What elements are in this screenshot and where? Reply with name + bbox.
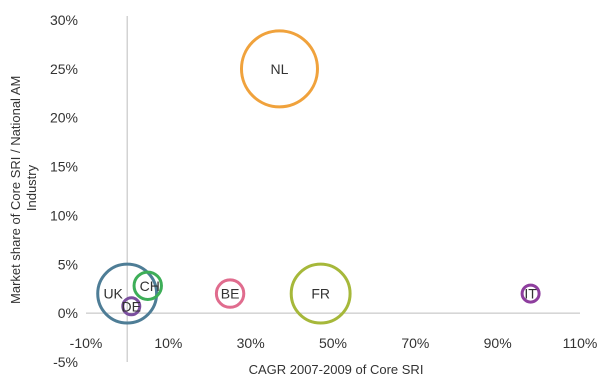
bubble-label-uk: UK xyxy=(103,286,123,302)
axes xyxy=(86,16,580,362)
bubble-it xyxy=(520,283,541,304)
bubble-de xyxy=(121,296,142,317)
bubble-ch xyxy=(132,270,163,301)
x-tick-labels: -10% 10% 30% 50% 70% 90% 110% xyxy=(70,335,598,351)
y-tick-label: -5% xyxy=(53,354,78,370)
y-tick-label: 5% xyxy=(58,256,78,272)
bubble-label-nl: NL xyxy=(271,61,289,77)
x-tick-label: 30% xyxy=(237,335,265,351)
bubble-label-it: IT xyxy=(524,286,537,302)
x-tick-label: -10% xyxy=(70,335,103,351)
bubble-label-de: DE xyxy=(122,298,141,314)
x-tick-label: 90% xyxy=(484,335,512,351)
y-axis-title-line-2: Industry xyxy=(24,164,39,211)
x-tick-label: 110% xyxy=(563,335,598,351)
y-tick-label: 25% xyxy=(50,61,78,77)
y-tick-label: 10% xyxy=(50,207,78,223)
x-tick-label: 70% xyxy=(401,335,429,351)
y-tick-label: 0% xyxy=(58,305,78,321)
bubble-nl xyxy=(239,29,319,109)
bubble-label-be: BE xyxy=(221,286,240,302)
bubble-uk xyxy=(96,262,159,325)
y-tick-label: 30% xyxy=(50,12,78,28)
bubble-be xyxy=(214,278,246,309)
x-axis-title: CAGR 2007-2009 of Core SRI xyxy=(249,362,424,377)
x-tick-label: 50% xyxy=(319,335,347,351)
bubble-label-fr: FR xyxy=(311,286,330,302)
bubble-label-ch: CH xyxy=(140,278,160,294)
y-tick-label: 20% xyxy=(50,110,78,126)
bubble-fr xyxy=(289,262,352,325)
y-tick-labels: -5% 0% 5% 10% 15% 20% 25% 30% xyxy=(50,12,78,370)
y-axis-title: Market share of Core SRI / National AM I… xyxy=(8,72,39,304)
bubbles: NL FR UK CH BE DE IT xyxy=(96,29,541,325)
y-axis-title-line-1: Market share of Core SRI / National AM xyxy=(8,76,23,304)
x-tick-label: 10% xyxy=(154,335,182,351)
y-tick-label: 15% xyxy=(50,159,78,175)
